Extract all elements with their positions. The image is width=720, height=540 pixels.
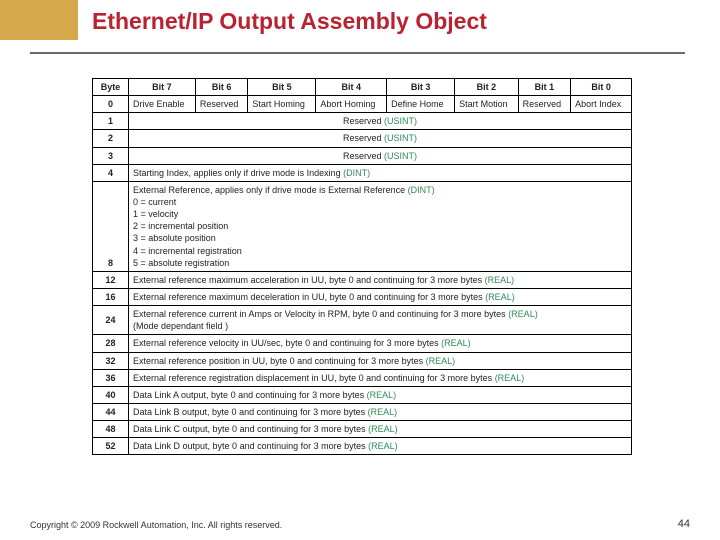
- byte-cell: 3: [93, 147, 129, 164]
- table-row: 48Data Link C output, byte 0 and continu…: [93, 421, 632, 438]
- byte-cell: 1: [93, 113, 129, 130]
- table-row: 0Drive EnableReservedStart HomingAbort H…: [93, 96, 632, 113]
- page-number: 44: [678, 518, 690, 530]
- desc-cell: External reference registration displace…: [129, 369, 632, 386]
- desc-cell: External Reference, applies only if driv…: [129, 181, 632, 271]
- table-row: 52Data Link D output, byte 0 and continu…: [93, 438, 632, 455]
- table-header: Bit 6: [195, 79, 248, 96]
- byte-cell: 36: [93, 369, 129, 386]
- table-header: Bit 2: [455, 79, 519, 96]
- desc-cell: External reference position in UU, byte …: [129, 352, 632, 369]
- reserved-cell: Reserved (USINT): [129, 147, 632, 164]
- byte-cell: 52: [93, 438, 129, 455]
- assembly-table: ByteBit 7Bit 6Bit 5Bit 4Bit 3Bit 2Bit 1B…: [92, 78, 632, 455]
- table-header: Bit 4: [316, 79, 387, 96]
- table-header: Bit 3: [387, 79, 455, 96]
- desc-cell: External reference velocity in UU/sec, b…: [129, 335, 632, 352]
- table-body: 0Drive EnableReservedStart HomingAbort H…: [93, 96, 632, 455]
- table-row: 12External reference maximum acceleratio…: [93, 271, 632, 288]
- byte-cell: 2: [93, 130, 129, 147]
- table-header: Bit 1: [518, 79, 571, 96]
- byte-cell: 0: [93, 96, 129, 113]
- bit-cell: Reserved: [518, 96, 571, 113]
- table-header: Bit 0: [571, 79, 632, 96]
- assembly-table-wrap: ByteBit 7Bit 6Bit 5Bit 4Bit 3Bit 2Bit 1B…: [92, 78, 632, 455]
- copyright-text: Copyright © 2009 Rockwell Automation, In…: [30, 520, 282, 530]
- bit-cell: Start Motion: [455, 96, 519, 113]
- byte-cell: 12: [93, 271, 129, 288]
- table-header: Bit 7: [129, 79, 196, 96]
- byte-cell: 8: [93, 181, 129, 271]
- page-title: Ethernet/IP Output Assembly Object: [92, 8, 487, 35]
- reserved-cell: Reserved (USINT): [129, 130, 632, 147]
- table-header: Byte: [93, 79, 129, 96]
- accent-block: [0, 0, 78, 40]
- byte-cell: 28: [93, 335, 129, 352]
- table-row: 32External reference position in UU, byt…: [93, 352, 632, 369]
- table-row: 3Reserved (USINT): [93, 147, 632, 164]
- byte-cell: 40: [93, 386, 129, 403]
- table-row: 8External Reference, applies only if dri…: [93, 181, 632, 271]
- table-header: Bit 5: [248, 79, 316, 96]
- table-row: 16External reference maximum deceleratio…: [93, 288, 632, 305]
- bit-cell: Start Homing: [248, 96, 316, 113]
- table-row: 4Starting Index, applies only if drive m…: [93, 164, 632, 181]
- bit-cell: Abort Homing: [316, 96, 387, 113]
- desc-cell: External reference maximum acceleration …: [129, 271, 632, 288]
- table-row: 40Data Link A output, byte 0 and continu…: [93, 386, 632, 403]
- table-row: 36External reference registration displa…: [93, 369, 632, 386]
- table-row: 2Reserved (USINT): [93, 130, 632, 147]
- desc-cell: Starting Index, applies only if drive mo…: [129, 164, 632, 181]
- byte-cell: 48: [93, 421, 129, 438]
- desc-cell: Data Link C output, byte 0 and continuin…: [129, 421, 632, 438]
- desc-cell: Data Link A output, byte 0 and continuin…: [129, 386, 632, 403]
- table-row: 28External reference velocity in UU/sec,…: [93, 335, 632, 352]
- byte-cell: 4: [93, 164, 129, 181]
- table-row: 24External reference current in Amps or …: [93, 306, 632, 335]
- desc-cell: External reference maximum deceleration …: [129, 288, 632, 305]
- table-row: 44Data Link B output, byte 0 and continu…: [93, 403, 632, 420]
- table-row: 1Reserved (USINT): [93, 113, 632, 130]
- byte-cell: 24: [93, 306, 129, 335]
- table-head: ByteBit 7Bit 6Bit 5Bit 4Bit 3Bit 2Bit 1B…: [93, 79, 632, 96]
- bit-cell: Drive Enable: [129, 96, 196, 113]
- bit-cell: Abort Index: [571, 96, 632, 113]
- title-rule: [30, 52, 685, 54]
- desc-cell: External reference current in Amps or Ve…: [129, 306, 632, 335]
- bit-cell: Define Home: [387, 96, 455, 113]
- reserved-cell: Reserved (USINT): [129, 113, 632, 130]
- byte-cell: 44: [93, 403, 129, 420]
- byte-cell: 32: [93, 352, 129, 369]
- byte-cell: 16: [93, 288, 129, 305]
- desc-cell: Data Link D output, byte 0 and continuin…: [129, 438, 632, 455]
- bit-cell: Reserved: [195, 96, 248, 113]
- desc-cell: Data Link B output, byte 0 and continuin…: [129, 403, 632, 420]
- footer: Copyright © 2009 Rockwell Automation, In…: [30, 520, 690, 530]
